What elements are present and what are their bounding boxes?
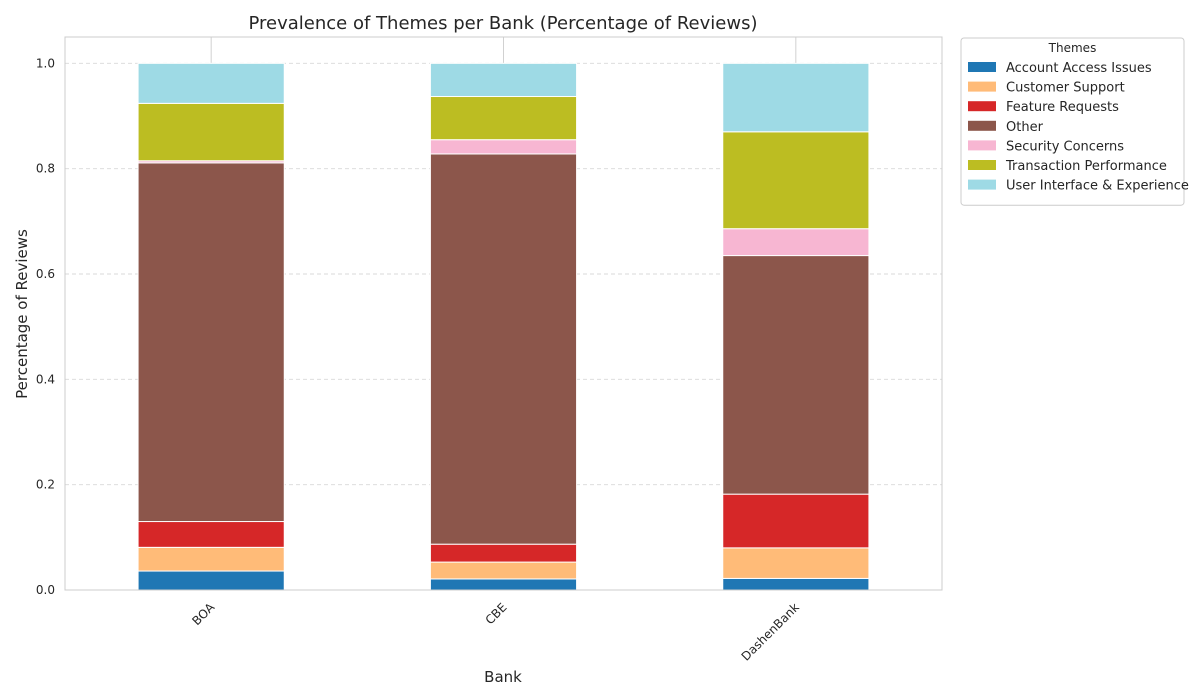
x-tick-label-boa: BOA bbox=[189, 600, 217, 628]
bar-segment-cbe-customer-support bbox=[429, 561, 578, 580]
legend-swatch bbox=[968, 120, 996, 131]
legend-label: Transaction Performance bbox=[1005, 159, 1167, 174]
bar-segment-dashenbank-user-interface-experience bbox=[722, 62, 870, 133]
legend-label: Customer Support bbox=[1006, 81, 1125, 96]
legend-label: User Interface & Experience bbox=[1006, 179, 1189, 194]
bar-segment-dashenbank-account-access-issues bbox=[722, 577, 870, 591]
bar-segment-cbe-feature-requests bbox=[429, 543, 578, 563]
bar-segment-cbe-account-access-issues bbox=[429, 578, 578, 591]
legend-swatch bbox=[968, 62, 996, 72]
legend: Themes Account Access Issues Customer Supp… bbox=[960, 37, 1189, 206]
bar-segment-boa-account-access-issues bbox=[137, 570, 285, 591]
y-tick-label: 1.0 bbox=[36, 56, 55, 70]
plot-area: 0.0 0.2 0.4 0.6 0.8 1.0 BOA CBE DashenBank bbox=[36, 36, 943, 664]
bar-segment-boa-customer-support bbox=[137, 546, 285, 572]
plot-frame bbox=[64, 36, 943, 591]
x-axis-label: Bank bbox=[484, 668, 522, 686]
y-tick-label: 0.4 bbox=[36, 372, 55, 386]
x-tick-label-dashenbank: DashenBank bbox=[739, 600, 802, 663]
legend-label: Security Concerns bbox=[1006, 139, 1124, 154]
legend-swatch bbox=[968, 101, 996, 112]
legend-swatch bbox=[968, 179, 996, 190]
legend-box bbox=[960, 37, 1185, 206]
bar-segment-boa-user-interface-experience bbox=[137, 62, 285, 104]
y-tick-label: 0.0 bbox=[36, 583, 55, 597]
legend-swatch bbox=[968, 81, 996, 92]
y-tick-label: 0.2 bbox=[36, 478, 55, 492]
bar-segment-boa-transaction-performance bbox=[137, 102, 285, 162]
bar-segment-dashenbank-transaction-performance bbox=[722, 131, 870, 230]
bar-segment-dashenbank-other bbox=[722, 255, 870, 495]
bar-segment-cbe-other bbox=[429, 153, 578, 545]
bar-segment-dashenbank-customer-support bbox=[722, 547, 870, 579]
bar-segment-boa-other bbox=[137, 162, 285, 523]
bar-segment-cbe-user-interface-experience bbox=[429, 62, 578, 98]
bar-segment-dashenbank-feature-requests bbox=[722, 493, 870, 549]
chart-title: Prevalence of Themes per Bank (Percentag… bbox=[249, 13, 758, 34]
bar-segment-dashenbank-security-concerns bbox=[722, 228, 870, 257]
legend-swatch bbox=[968, 140, 996, 151]
bar-segment-cbe-transaction-performance bbox=[429, 96, 578, 141]
bar-segment-cbe-security-concerns bbox=[429, 139, 578, 155]
y-tick-label: 0.8 bbox=[36, 162, 55, 176]
x-tick-label-cbe: CBE bbox=[483, 600, 510, 627]
bar-segment-boa-feature-requests bbox=[137, 521, 285, 548]
legend-label: Account Access Issues bbox=[1006, 61, 1152, 76]
legend-label: Feature Requests bbox=[1006, 100, 1119, 115]
legend-swatch bbox=[968, 160, 996, 170]
legend-label: Other bbox=[1006, 120, 1044, 135]
y-axis-label: Percentage of Reviews bbox=[13, 229, 31, 399]
legend-title: Themes bbox=[1048, 41, 1097, 55]
y-tick-label: 0.6 bbox=[36, 267, 55, 281]
